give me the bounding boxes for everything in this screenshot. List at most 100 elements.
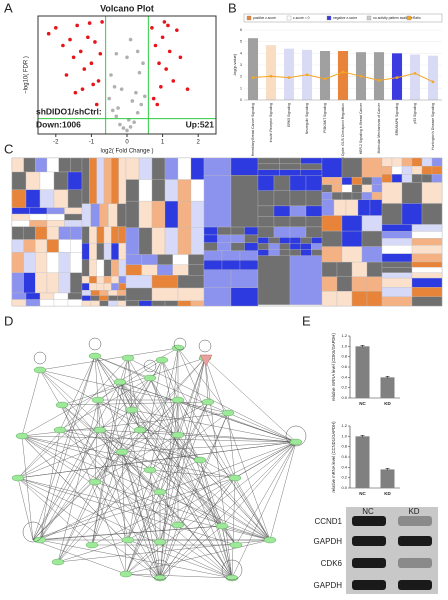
point <box>94 102 99 107</box>
point <box>109 73 113 77</box>
heatmap-cell <box>103 242 112 260</box>
edge <box>17 357 129 479</box>
point <box>61 43 65 48</box>
node <box>125 406 139 414</box>
y-tick-label: 2 <box>240 75 242 79</box>
y-tick-label: 1 <box>240 86 242 90</box>
edge <box>17 477 161 579</box>
heatmap-cell <box>138 200 153 228</box>
chart-title: Volcano Plot <box>100 3 154 13</box>
heatmap-cell <box>89 259 97 277</box>
heatmap-cell <box>230 287 259 307</box>
heatmap-cell <box>257 255 291 305</box>
heatmap-cell <box>81 226 90 244</box>
heatmap-cell <box>321 246 343 263</box>
heatmap-cell <box>279 249 291 256</box>
heatmap-cell <box>257 190 275 207</box>
heatmap-cell <box>381 287 413 297</box>
heatmap-cell <box>381 238 413 246</box>
edge <box>231 441 297 579</box>
heatmap-cell <box>289 190 307 207</box>
edge <box>221 525 233 579</box>
edge <box>91 409 133 546</box>
point <box>132 120 136 124</box>
self-loop <box>198 339 212 353</box>
heatmap-cell <box>203 269 232 288</box>
edge <box>99 429 223 527</box>
heatmap-cell <box>151 227 166 255</box>
point <box>159 85 163 89</box>
heatmap-cell <box>411 296 443 307</box>
heatmap-cell <box>341 230 363 247</box>
edge <box>21 435 161 579</box>
point <box>135 110 140 115</box>
heatmap-cell <box>321 177 333 185</box>
heatmap-cell <box>23 226 36 240</box>
heatmap-cell <box>341 192 353 200</box>
edge <box>159 477 236 579</box>
heatmap-cell <box>279 237 291 244</box>
heatmap-cell <box>64 213 83 221</box>
bar <box>319 51 331 100</box>
self-loop <box>88 337 102 351</box>
edge <box>97 399 271 541</box>
node <box>115 448 129 456</box>
point <box>75 23 79 28</box>
edge <box>121 451 161 493</box>
heatmap-cell <box>381 166 393 175</box>
heatmap-cell <box>35 239 48 253</box>
heatmap-cell <box>81 276 90 284</box>
x-tick-label: NC <box>359 491 366 496</box>
heatmap-cell <box>401 203 423 225</box>
heatmap-cell <box>188 264 205 276</box>
point <box>54 26 58 30</box>
heatmap-cell <box>11 272 24 294</box>
edge <box>59 429 223 527</box>
heatmap-cell <box>164 227 179 255</box>
node <box>171 396 185 404</box>
heatmap-cell <box>366 291 383 307</box>
heatmap-cell <box>190 157 205 180</box>
heatmap-cell <box>257 243 269 250</box>
heatmap-cell <box>23 157 36 173</box>
heatmap-cell <box>230 242 245 251</box>
heatmap-cell <box>411 287 443 297</box>
heatmap-cell <box>289 216 307 228</box>
heatmap-cell <box>391 157 403 167</box>
ratio-point <box>359 75 363 78</box>
band <box>352 580 386 590</box>
self-loop <box>143 359 157 373</box>
heatmap-cell <box>321 199 335 216</box>
heatmap-cell <box>203 242 218 251</box>
heatmap-cell <box>70 157 83 173</box>
heatmap-cell <box>381 267 413 273</box>
edge <box>32 451 123 541</box>
x-tick-label: -1 <box>89 140 95 146</box>
heatmap-cell <box>421 166 433 175</box>
legend-label: negative z-score <box>333 16 357 20</box>
heatmap-cell <box>90 295 100 301</box>
heatmap-cell <box>53 292 69 300</box>
heatmap-cell <box>431 166 443 175</box>
point <box>93 40 97 44</box>
protein-label: GAPDH <box>314 581 343 590</box>
heatmap-cell <box>381 182 403 204</box>
heatmap-cell <box>151 157 166 180</box>
point <box>68 37 72 42</box>
edge <box>57 399 99 563</box>
point <box>118 122 122 127</box>
edge <box>127 357 133 411</box>
edge <box>159 357 206 493</box>
point <box>121 126 126 130</box>
heatmap-cell <box>53 189 69 208</box>
edge <box>149 412 229 471</box>
point <box>141 61 145 65</box>
edge <box>61 404 127 575</box>
bar <box>355 346 370 398</box>
heatmap-cell <box>39 171 55 191</box>
heatmap-cell <box>421 203 443 225</box>
annotation: Down:1006 <box>36 119 81 129</box>
edge <box>91 381 121 546</box>
edge <box>39 459 201 541</box>
heatmap-cell <box>217 234 232 244</box>
